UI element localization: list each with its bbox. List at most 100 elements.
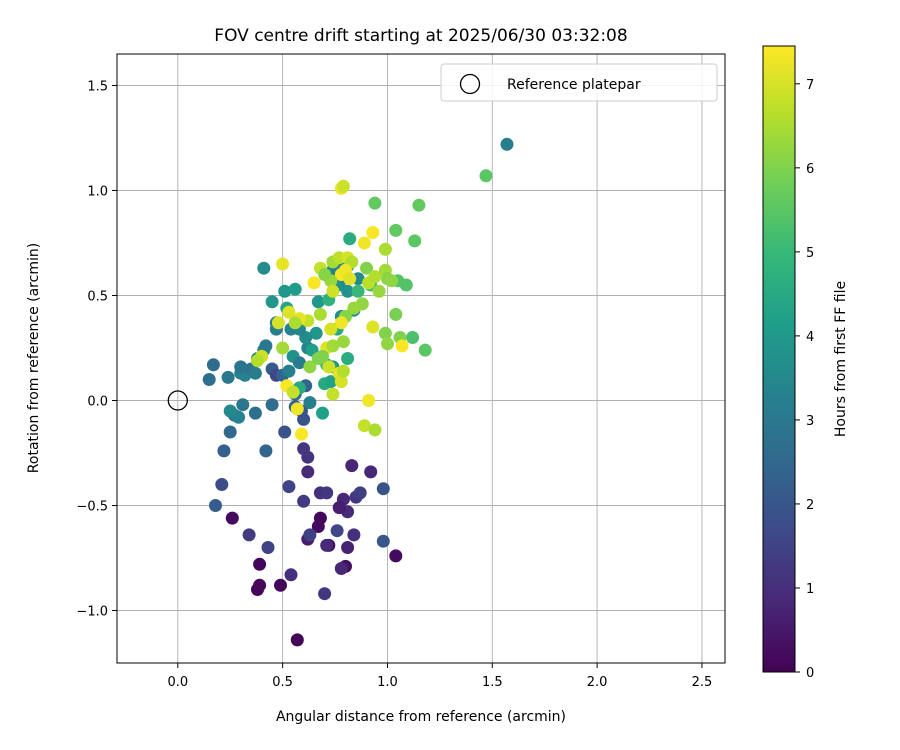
scatter-point [343, 272, 357, 286]
scatter-point [345, 459, 359, 473]
scatter-point [234, 360, 248, 374]
scatter-point [406, 331, 420, 344]
scatter-point [251, 354, 264, 368]
scatter-point [248, 406, 262, 420]
scatter-point [318, 587, 332, 601]
y-tick-label: −1.0 [76, 605, 108, 620]
colorbar-tick-label: 4 [806, 330, 814, 345]
scatter-point [311, 295, 325, 309]
scatter-point [381, 337, 394, 351]
scatter-point [336, 335, 350, 349]
scatter-point [259, 339, 273, 353]
scatter-point [307, 276, 321, 290]
scatter-point [341, 541, 355, 554]
scatter-point [288, 282, 302, 296]
scatter-point [259, 444, 273, 458]
x-axis-ticks: 0.0 0.5 1.0 1.5 2.0 2.5 [167, 663, 712, 690]
scatter-point [332, 501, 346, 515]
colorbar-label: Hours from first FF file [833, 281, 849, 437]
scatter-point [353, 486, 367, 500]
legend-label: Reference platepar [507, 77, 641, 93]
scatter-point [316, 349, 329, 363]
scatter-point [324, 322, 338, 336]
plot-frame [116, 53, 726, 664]
colorbar-tick-label: 0 [806, 666, 814, 681]
scatter-point [276, 341, 290, 355]
reference-marker [167, 390, 188, 411]
x-axis-label: Angular distance from reference (arcmin) [276, 709, 566, 725]
scatter-point [372, 284, 386, 298]
scatter-point [225, 511, 239, 525]
scatter-point [236, 398, 250, 412]
legend: Reference platepar [440, 63, 718, 102]
colorbar-tick-label: 7 [806, 78, 814, 93]
scatter-point [301, 465, 315, 479]
scatter-point [366, 320, 380, 334]
scatter-point [347, 301, 361, 315]
scatter-point [297, 494, 311, 508]
scatter-point [253, 578, 267, 592]
scatter-point [221, 370, 235, 384]
scatter-point [282, 364, 296, 378]
y-axis-ticks: −1.0 −0.5 0.0 0.5 1.0 1.5 [76, 80, 117, 620]
scatter-point [326, 339, 340, 353]
scatter-point [326, 387, 340, 401]
x-tick-label: 1.5 [482, 675, 503, 690]
scatter-point [303, 396, 317, 410]
scatter-point [313, 307, 327, 321]
scatter-point [274, 578, 287, 592]
scatter-point [362, 394, 376, 407]
y-tick-label: −0.5 [76, 500, 108, 515]
scatter-points [202, 137, 514, 647]
scatter-point [223, 425, 237, 439]
scatter-point [253, 557, 267, 571]
legend-box [440, 63, 718, 102]
scatter-point [278, 425, 292, 439]
scatter-point [278, 284, 292, 298]
scatter-point [479, 169, 493, 183]
scatter-point [341, 352, 355, 365]
scatter-point [202, 373, 216, 386]
scatter-point [303, 360, 317, 374]
scatter-point [368, 270, 382, 284]
scatter-point [265, 295, 279, 309]
scatter-point [336, 179, 350, 193]
scatter-point [288, 316, 302, 330]
x-tick-label: 1.0 [377, 675, 398, 690]
scatter-point [290, 402, 304, 416]
y-tick-label: 1.0 [87, 185, 108, 200]
chart-title: FOV centre drift starting at 2025/06/30 … [214, 26, 627, 46]
scatter-point [284, 568, 298, 582]
y-tick-label: 0.0 [87, 395, 108, 410]
scatter-point [316, 406, 329, 420]
scatter-point [292, 356, 306, 370]
scatter-point [324, 375, 338, 389]
scatter-point [336, 364, 350, 378]
colorbar-tick-label: 1 [806, 582, 814, 597]
colorbar-tick-label: 2 [806, 498, 814, 513]
scatter-point [389, 307, 403, 321]
colorbar-ticks: 0 1 2 3 4 5 6 7 [795, 78, 814, 681]
scatter-point [261, 541, 275, 554]
scatter-point [399, 278, 413, 292]
reference-platepar-marker [167, 390, 188, 411]
scatter-point [368, 196, 382, 210]
scatter-point [215, 478, 229, 491]
x-tick-label: 0.0 [167, 675, 188, 690]
scatter-point [248, 366, 262, 380]
scatter-point [265, 398, 279, 412]
colorbar-gradient [762, 45, 796, 673]
scatter-point [257, 261, 271, 275]
scatter-point [223, 404, 237, 418]
scatter-point [389, 549, 403, 563]
scatter-point [368, 423, 382, 437]
scatter-point [366, 226, 380, 239]
scatter-point [326, 284, 340, 298]
scatter-point [500, 137, 514, 151]
scatter-point [395, 339, 409, 353]
scatter-point [242, 528, 256, 542]
scatter-point [271, 316, 285, 330]
scatter-point [330, 524, 344, 538]
scatter-point [378, 326, 392, 340]
